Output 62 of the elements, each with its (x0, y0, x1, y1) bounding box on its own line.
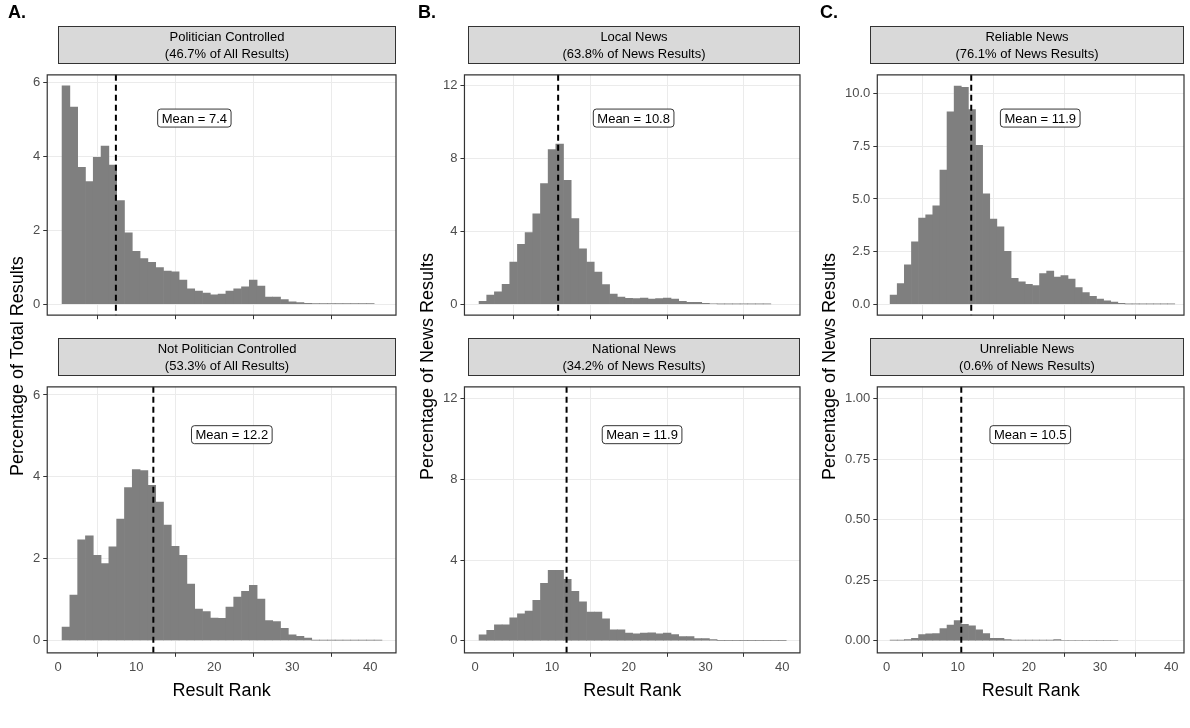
text: B. (418, 2, 436, 23)
x-tick-label: 20 (206, 659, 222, 675)
x-tick-label: 40 (363, 659, 378, 675)
x-tick-label: 10 (544, 659, 560, 675)
y-tick-label: 8 (450, 471, 458, 487)
x-tick-label: 10 (950, 659, 965, 675)
x-tick-label: 30 (698, 659, 713, 675)
y-axis-title: Percentage of Total Results (6, 255, 28, 478)
chart-title: Reliable News (76.1% of News Results) (870, 26, 1184, 64)
y-tick-label: 0.25 (844, 571, 871, 587)
ref-line-label: Mean = 10.8 (597, 110, 670, 126)
y-tick-label: 0 (450, 295, 458, 311)
y-tick-label: 0.50 (844, 511, 871, 527)
ref-line-label: Mean = 11.9 (1004, 110, 1077, 126)
y-tick-label: 2 (33, 550, 41, 566)
y-tick-label: 0.00 (844, 632, 871, 648)
y-tick-label: 6 (33, 386, 41, 402)
chart-title: Unreliable News (0.6% of News Results) (870, 338, 1184, 376)
x-tick-label: 0 (882, 659, 891, 675)
x-tick-label: 0 (471, 659, 479, 675)
ref-line-label: Mean = 12.2 (195, 427, 269, 443)
y-tick-label: 0.0 (852, 295, 871, 311)
y-tick-label: 0 (33, 632, 41, 648)
x-axis-title: Result Rank (583, 680, 683, 701)
x-tick-label: 40 (775, 659, 790, 675)
x-tick-label: 20 (621, 659, 637, 675)
y-tick-label: 1.00 (844, 390, 871, 406)
ref-line-label: Mean = 7.4 (161, 110, 228, 126)
y-tick-label: 4 (450, 223, 458, 238)
y-axis-title: Percentage of News Results (416, 251, 438, 482)
x-tick-label: 30 (1092, 659, 1108, 675)
y-tick-label: 0.75 (844, 450, 871, 466)
y-tick-label: 6 (33, 73, 41, 89)
y-tick-label: 2 (33, 221, 41, 237)
chart-title: Local News (63.8% of News Results) (468, 26, 800, 64)
x-axis-title: Result Rank (981, 680, 1081, 701)
y-tick-label: 4 (33, 468, 41, 484)
y-tick-label: 0 (450, 632, 458, 648)
y-tick-label: 12 (442, 390, 458, 406)
y-tick-label: 5.0 (852, 190, 871, 206)
y-tick-label: 2.5 (852, 243, 871, 259)
chart-title: National News (34.2% of News Results) (468, 338, 800, 376)
y-axis-title: Percentage of News Results (818, 251, 840, 482)
y-tick-label: 4 (33, 147, 41, 163)
y-tick-label: 7.5 (852, 137, 871, 153)
text: A. (8, 2, 26, 23)
x-tick-label: 10 (128, 659, 144, 675)
x-axis-title: Result Rank (172, 680, 272, 701)
ref-line-label: Mean = 11.9 (606, 427, 678, 443)
x-tick-label: 30 (284, 659, 300, 675)
x-tick-label: 20 (1021, 659, 1037, 675)
y-tick-label: 0 (33, 295, 41, 311)
chart-title: Not Politician Controlled (53.3% of All Results) (58, 338, 396, 376)
y-tick-label: 10.0 (844, 85, 871, 101)
chart-title: Politician Controlled (46.7% of All Results) (58, 26, 396, 64)
y-tick-label: 8 (450, 150, 458, 166)
y-tick-label: 4 (450, 551, 458, 567)
x-tick-label: 0 (54, 659, 62, 675)
x-tick-label: 40 (1163, 659, 1179, 675)
ref-line-label: Mean = 10.5 (993, 427, 1067, 443)
y-tick-label: 12 (442, 77, 458, 93)
text: C. (820, 2, 838, 23)
